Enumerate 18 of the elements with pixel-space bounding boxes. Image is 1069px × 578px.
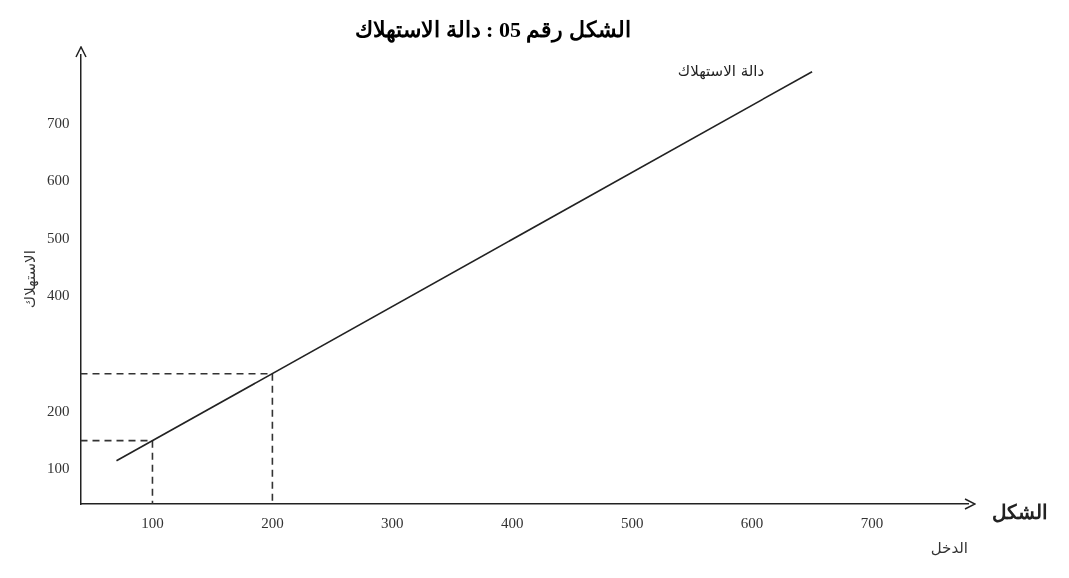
x-tick-label: 300	[381, 514, 404, 531]
text: الشكل	[992, 501, 1048, 524]
y-tick-label: 400	[47, 287, 70, 304]
x-tick-label: 700	[860, 514, 884, 531]
y-axis-title: الاستهلاك	[20, 250, 39, 309]
y-tick-label: 100	[47, 460, 70, 477]
x-axis-title: الدخل	[930, 538, 968, 557]
y-tick-label: 200	[47, 402, 70, 419]
x-tick-label: 500	[620, 514, 644, 531]
y-tick-label: 500	[47, 229, 70, 246]
y-tick-label: 700	[47, 114, 70, 131]
annotation: دالة الاستهلاك	[677, 62, 765, 81]
x-tick-label: 600	[740, 514, 764, 531]
chart-title: الشكل رقم 05 : دالة الاستهلاك	[355, 16, 631, 43]
x-tick-label: 200	[261, 514, 284, 531]
x-tick-label: 400	[501, 514, 524, 531]
x-tick-label: 100	[141, 514, 164, 531]
y-tick-label: 600	[47, 172, 70, 189]
